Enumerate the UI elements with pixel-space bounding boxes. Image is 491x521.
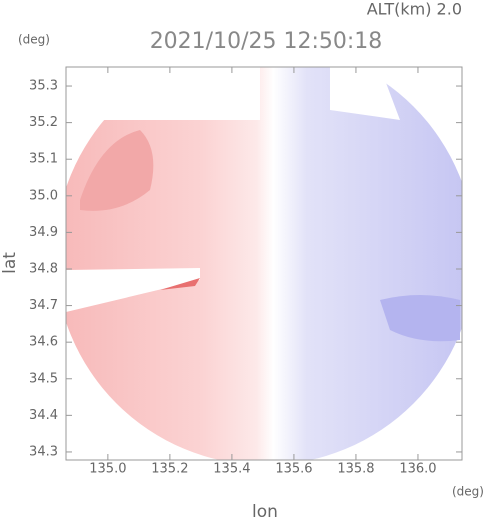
y-tick-label: 35.2 [29, 115, 58, 130]
x-tick-label: 135.2 [151, 462, 188, 477]
plot-frame [65, 66, 463, 461]
blue-patch [380, 295, 460, 342]
no-echo-top [66, 67, 260, 120]
x-tick-label: 135.6 [275, 462, 312, 477]
y-tick-label: 34.6 [29, 335, 58, 350]
x-tick-label: 135.0 [89, 462, 126, 477]
altitude-label: ALT(km) 2.0 [367, 0, 462, 19]
y-tick-label: 34.4 [29, 408, 58, 423]
y-tick-label: 34.7 [29, 298, 58, 313]
strong-echo [160, 278, 200, 290]
no-echo-top-right [330, 67, 400, 120]
y-tick-label: 35.0 [29, 188, 58, 203]
y-tick-label: 34.8 [29, 261, 58, 276]
y-tick-label: 34.5 [29, 371, 58, 386]
y-tick-label: 35.3 [29, 79, 58, 94]
chart-title: 2021/10/25 12:50:18 [150, 29, 383, 54]
x-tick-label: 135.8 [337, 462, 374, 477]
x-unit: (deg) [452, 485, 484, 499]
strong-echo [80, 130, 154, 211]
y-axis-title: lat [0, 252, 20, 274]
no-echo-wedge [66, 268, 200, 312]
radar-field [66, 67, 462, 460]
x-axis-title: lon [252, 502, 278, 521]
radar-disc [66, 67, 462, 460]
y-unit: (deg) [18, 33, 50, 47]
y-tick-label: 34.3 [29, 444, 58, 459]
y-tick-label: 35.1 [29, 152, 58, 167]
x-tick-label: 135.4 [213, 462, 250, 477]
y-tick-label: 34.9 [29, 225, 58, 240]
x-tick-label: 136.0 [399, 462, 436, 477]
